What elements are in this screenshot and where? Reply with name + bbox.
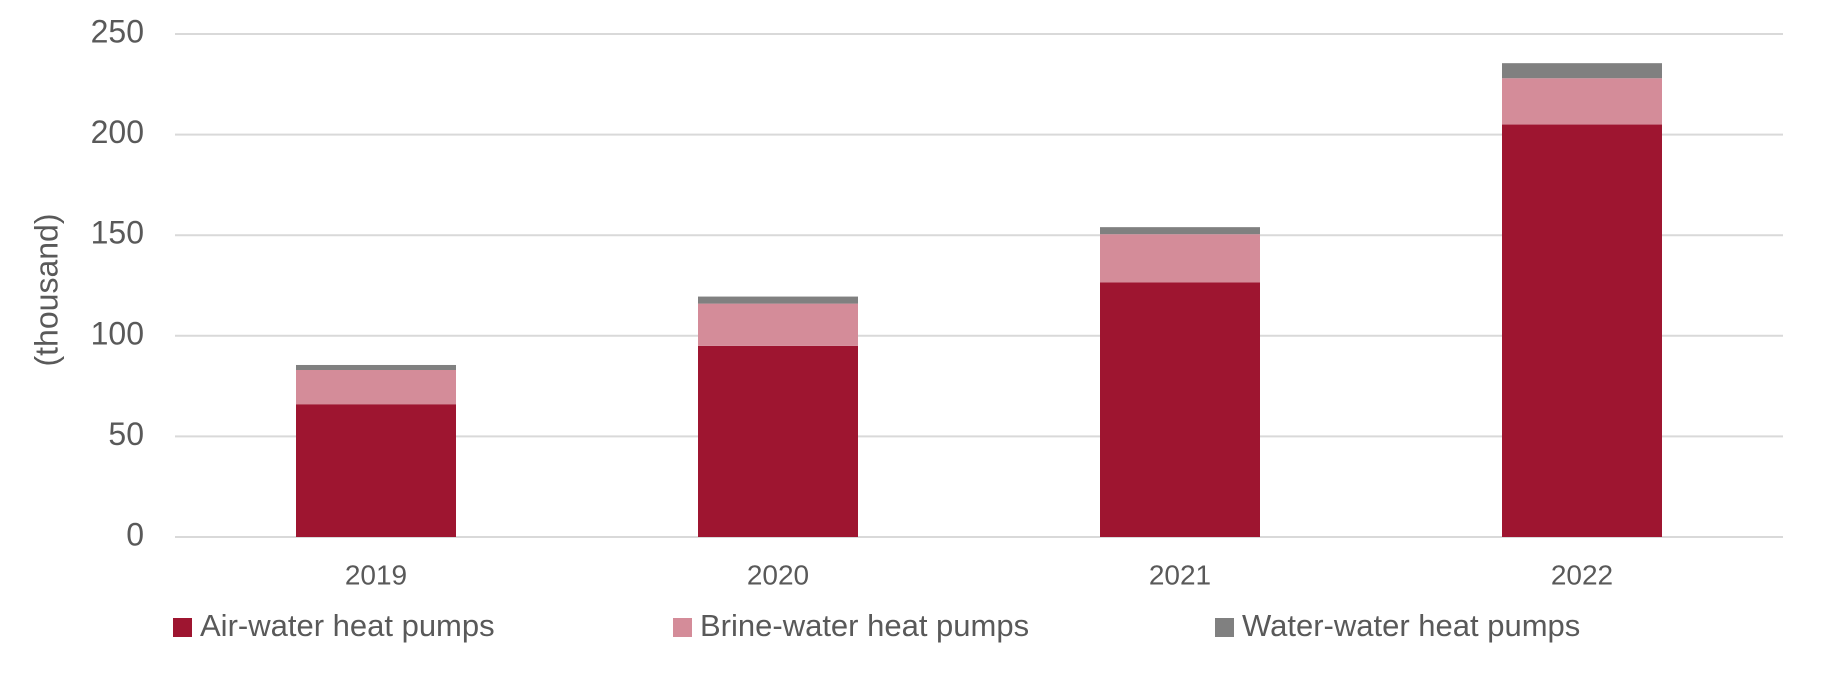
bar-segment (296, 404, 456, 537)
bar-segment (698, 345, 858, 537)
bar-segment (698, 303, 858, 346)
x-tick-label: 2021 (1149, 559, 1211, 590)
x-tick-label: 2020 (747, 559, 809, 590)
legend-label: Water-water heat pumps (1242, 608, 1580, 643)
y-tick-label: 200 (91, 114, 144, 150)
y-tick-label: 250 (91, 13, 144, 49)
bar-segment (1100, 234, 1260, 283)
legend-swatch (173, 618, 192, 637)
legend-label: Air-water heat pumps (200, 608, 495, 643)
bar-segment (296, 364, 456, 371)
bar-segment (1502, 63, 1662, 79)
y-axis-title: (thousand) (28, 214, 64, 367)
bar-segment (1100, 282, 1260, 537)
bar-segment (1502, 124, 1662, 537)
bar-segment (296, 370, 456, 405)
y-tick-label: 50 (108, 416, 144, 452)
x-tick-label: 2022 (1551, 559, 1613, 590)
x-tick-label: 2019 (345, 559, 407, 590)
y-tick-label: 0 (126, 516, 144, 552)
y-tick-label: 100 (91, 315, 144, 351)
bar-segment (1100, 227, 1260, 235)
legend-swatch (1215, 618, 1234, 637)
y-tick-label: 150 (91, 215, 144, 251)
bar-segment (1502, 78, 1662, 125)
legend-swatch (673, 618, 692, 637)
legend-label: Brine-water heat pumps (700, 608, 1029, 643)
bar-segment (698, 296, 858, 304)
